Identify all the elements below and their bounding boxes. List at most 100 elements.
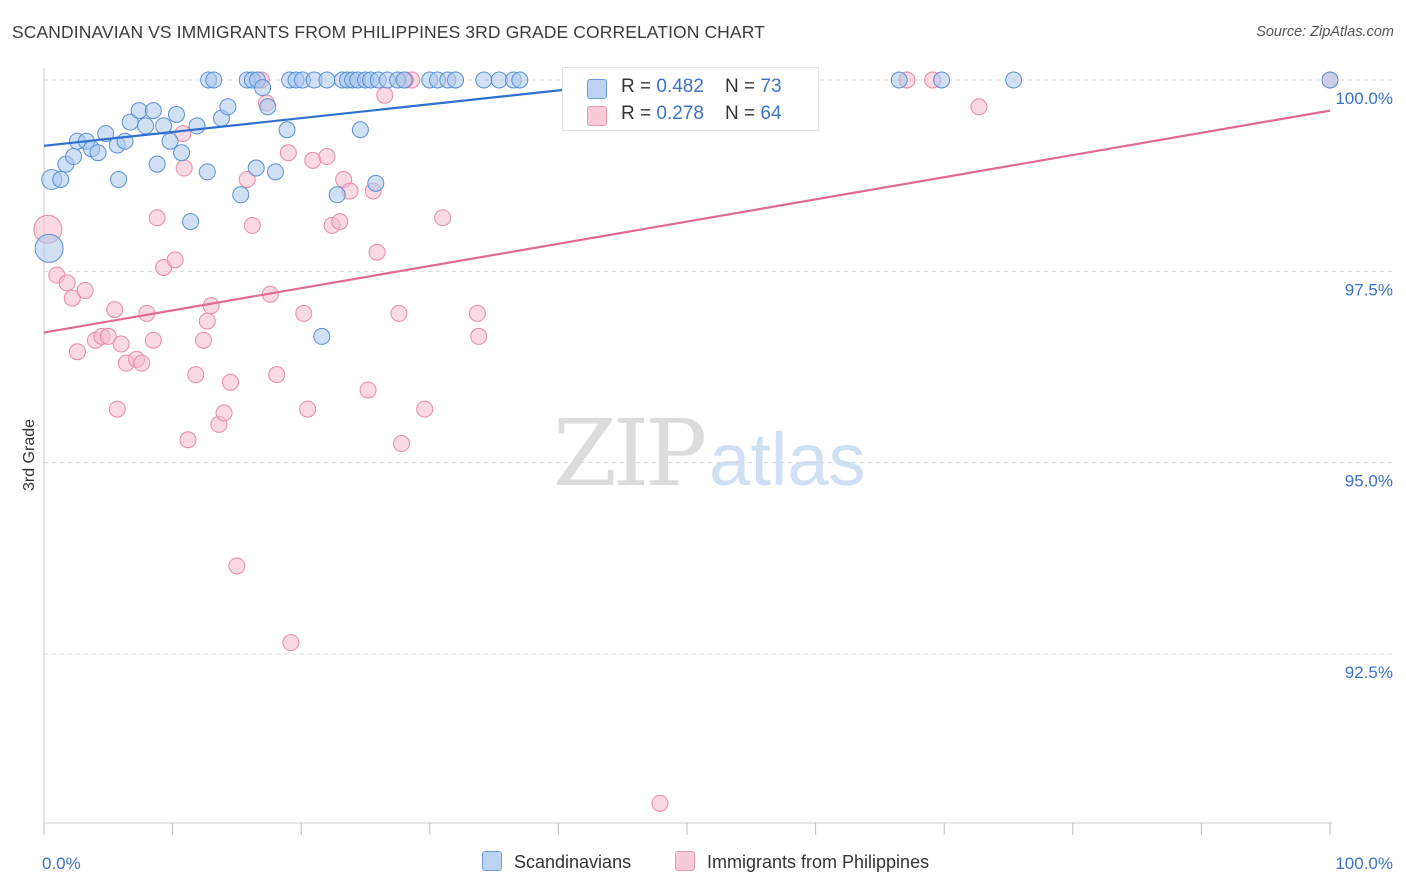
scandinavian-point <box>266 163 284 181</box>
legend-n-label: N = <box>725 103 761 124</box>
scandinavian-point <box>278 121 296 139</box>
scandinavian-point <box>148 155 166 173</box>
y-tick-label: 95.0% <box>1345 472 1393 491</box>
scandinavian-point <box>490 71 508 89</box>
philippines-point <box>179 431 197 449</box>
philippines-point <box>393 435 411 453</box>
scandinavian-point <box>933 71 951 89</box>
bottom-legend-label: Scandinavians <box>514 852 632 872</box>
legend-r-label: R = <box>621 103 657 124</box>
legend-n-label: N = <box>725 76 761 97</box>
philippines-trend-line <box>43 109 1331 334</box>
philippines-point <box>390 304 408 322</box>
scandinavian-point <box>1005 71 1023 89</box>
philippines-point <box>106 301 124 319</box>
scandinavian-point <box>34 233 64 263</box>
scandinavian-point <box>65 148 83 166</box>
y-tick-label: 92.5% <box>1345 663 1393 682</box>
scandinavian-point <box>232 186 250 204</box>
philippines-point <box>144 331 162 349</box>
scandinavian-point <box>173 144 191 162</box>
scandinavian-point <box>318 71 336 89</box>
y-tick-label: 100.0% <box>1335 89 1393 108</box>
scandinavian-point <box>511 71 529 89</box>
scandinavian-point <box>475 71 493 89</box>
legend-r-value: 0.482 <box>656 76 704 97</box>
philippines-point <box>331 213 349 231</box>
philippines-point <box>68 343 86 361</box>
scandinavian-point <box>1321 71 1339 89</box>
scandinavian-point <box>97 125 115 143</box>
chart-title: SCANDINAVIAN VS IMMIGRANTS FROM PHILIPPI… <box>12 22 765 42</box>
philippines-point <box>58 274 76 292</box>
x-tick-label: 100.0% <box>1335 854 1393 873</box>
x-tick-label: 0.0% <box>42 854 81 873</box>
source-label: Source: ZipAtlas.com <box>1256 24 1394 40</box>
bottom-legend-scandinavians: Scandinavians <box>482 851 631 873</box>
scandinavian-point <box>395 71 413 89</box>
philippines-point <box>198 312 216 330</box>
philippines-point <box>651 794 669 812</box>
philippines-point <box>63 289 81 307</box>
scandinavian-point <box>254 79 272 97</box>
philippines-point <box>228 557 246 575</box>
philippines-point <box>299 400 317 418</box>
philippines-point <box>243 216 261 234</box>
bottom-legend-philippines: Immigrants from Philippines <box>675 851 929 873</box>
philippines-point <box>970 98 988 116</box>
philippines-point <box>468 304 486 322</box>
philippines-point <box>318 148 336 166</box>
philippines-point <box>108 400 126 418</box>
scandinavian-point <box>89 144 107 162</box>
philippines-point <box>279 144 297 162</box>
scandinavian-point <box>367 174 385 192</box>
legend-r-label: R = <box>621 76 657 97</box>
philippines-point <box>268 366 286 384</box>
scandinavian-point <box>313 327 331 345</box>
philippines-point <box>238 170 256 188</box>
philippines-point <box>221 373 239 391</box>
philippines-point <box>376 86 394 104</box>
philippines-point <box>76 281 94 299</box>
philippines-point <box>295 304 313 322</box>
philippines-point <box>194 331 212 349</box>
scandinavian-point <box>447 71 465 89</box>
scandinavian-point <box>130 102 148 120</box>
philippines-point <box>175 159 193 177</box>
legend-swatch-blue <box>587 79 607 99</box>
philippines-point <box>187 366 205 384</box>
philippines-point <box>99 327 117 345</box>
scandinavian-trend-line <box>43 86 585 147</box>
philippines-point <box>359 381 377 399</box>
philippines-point <box>282 634 300 652</box>
y-tick-label: 97.5% <box>1345 280 1393 299</box>
scandinavian-point <box>259 98 277 116</box>
philippines-point <box>304 151 322 169</box>
scandinavian-point <box>110 170 128 188</box>
scandinavian-point <box>182 213 200 231</box>
bottom-legend-label: Immigrants from Philippines <box>707 852 930 872</box>
legend-n-value: 64 <box>760 103 782 124</box>
scandinavian-point <box>137 117 155 135</box>
scandinavian-point <box>351 121 369 139</box>
scandinavian-point <box>52 170 70 188</box>
scandinavian-point <box>328 186 346 204</box>
stats-legend: R = 0.482 N = 73 R = 0.278 N = 64 <box>562 67 819 131</box>
scandinavian-point <box>205 71 223 89</box>
scandinavian-point <box>219 98 237 116</box>
scandinavian-point <box>167 105 185 123</box>
bottom-swatch-blue <box>482 851 502 871</box>
scandinavian-point <box>188 117 206 135</box>
philippines-point <box>368 243 386 261</box>
philippines-point <box>112 335 130 353</box>
bottom-swatch-pink <box>675 851 695 871</box>
philippines-point <box>148 209 166 227</box>
legend-r-value: 0.278 <box>656 103 704 124</box>
scandinavian-point <box>198 163 216 181</box>
scandinavian-point <box>890 71 908 89</box>
scandinavian-point <box>144 102 162 120</box>
philippines-point <box>215 404 233 422</box>
legend-n-value: 73 <box>760 76 782 97</box>
philippines-point <box>133 354 151 372</box>
